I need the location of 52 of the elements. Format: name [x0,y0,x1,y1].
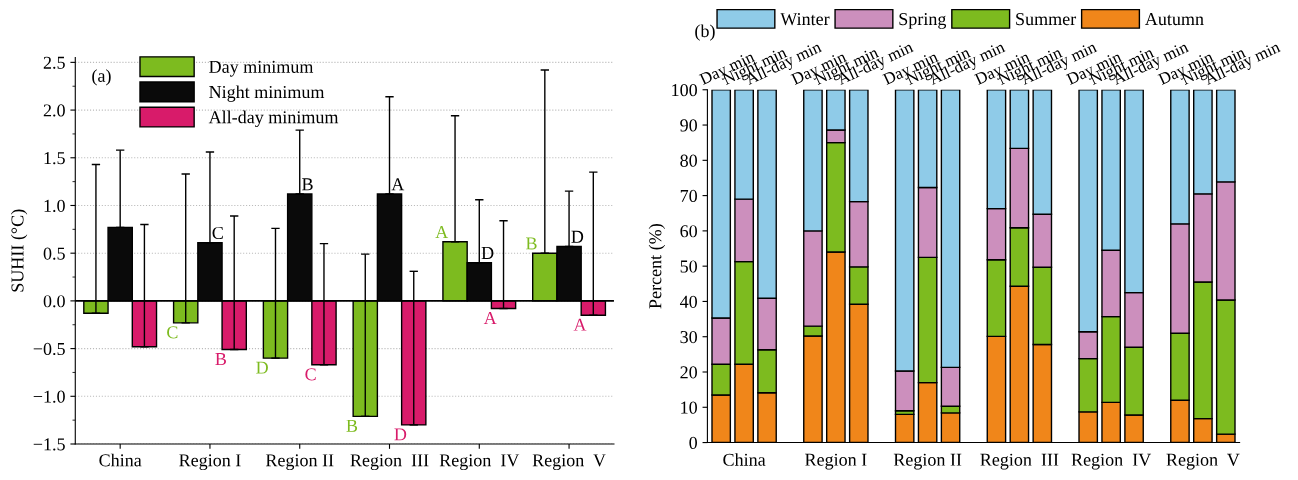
y-tick-label: −0.5 [33,342,65,356]
data-label: B [302,178,313,191]
legend-label: Autumn [1144,13,1204,26]
y-tick-label: 80 [680,154,697,167]
legend-label: Spring [899,13,947,29]
data-label: C [167,326,178,339]
legend-label: Winter [780,13,830,26]
y-tick-label: 0.5 [43,247,65,260]
text: (b) [695,24,715,41]
y-tick-label: 0 [689,436,697,449]
y-tick-label: 60 [680,225,697,238]
y-tick-label: 1.5 [44,152,65,165]
y-tick-label: 2.0 [43,104,65,117]
y-tick-label: −1.0 [33,390,65,403]
x-tick-label: Region II [265,454,334,471]
annotation: (a) [92,69,111,86]
x-tick-label: Region IV [439,454,520,471]
data-label: A [573,318,587,331]
y-tick-label: 90 [680,119,697,132]
y-tick-label: 70 [680,189,697,203]
y-tick-label: 1.0 [44,199,65,212]
x-tick-label: China [99,453,142,467]
data-label: D [481,247,494,259]
data-label: A [435,225,449,238]
data-label: D [256,361,268,374]
x-tick-label: Region III [350,454,429,471]
y-tick-label: 0.0 [43,295,65,308]
data-label: A [483,311,497,324]
y-axis-title: Percent (%) [648,224,666,309]
data-label: A [391,178,405,191]
x-tick-label: Region V [532,454,606,471]
y-tick-label: 50 [680,260,697,273]
y-tick-label: 10 [681,401,697,414]
data-label: D [394,428,407,441]
y-tick-label: 40 [679,295,697,308]
legend-label: All-day minimum [208,110,339,128]
data-label: B [215,353,226,365]
legend-label: Night minimum [209,85,325,102]
y-axis-title: SUHII (°C) [10,209,28,292]
x-tick-label: Region I [179,454,241,471]
y-tick-label: 100 [672,84,697,97]
legend-label: Day minimum [209,60,314,77]
legend-label: Summer [1016,13,1077,26]
data-label: D [571,230,584,243]
y-tick-label: 30 [680,330,697,344]
data-label: C [212,226,223,240]
y-tick-label: 20 [680,366,697,379]
y-tick-label: −1.5 [33,438,65,451]
data-label: C [305,368,316,381]
data-label: B [525,237,537,250]
y-tick-label: 2.5 [43,56,65,69]
data-label: B [346,419,358,432]
